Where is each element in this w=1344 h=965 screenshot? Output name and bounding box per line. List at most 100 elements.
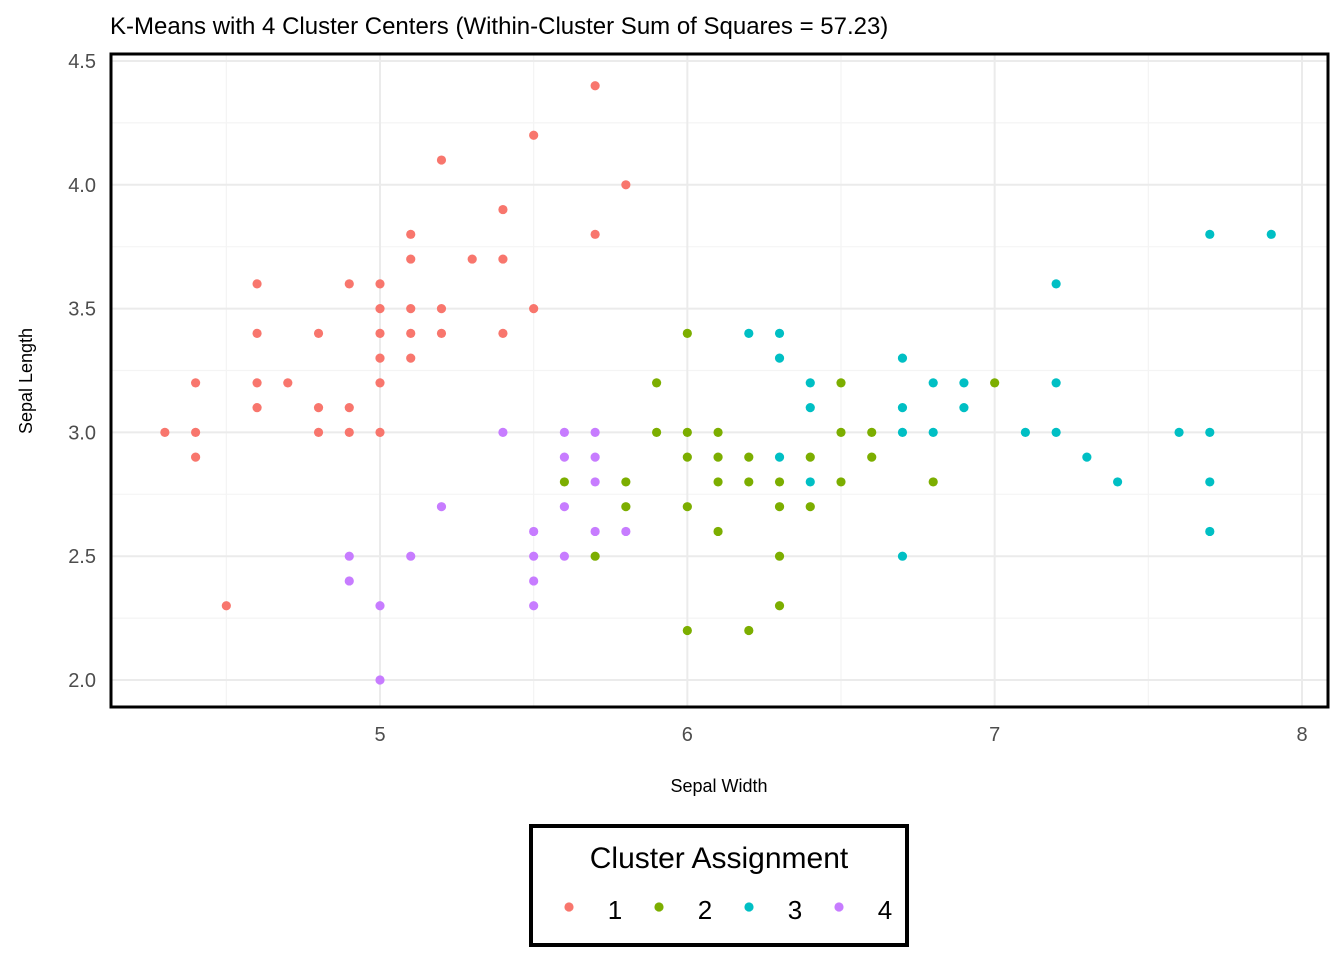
data-point-cluster-1 [375,353,385,363]
data-point-cluster-1 [160,427,170,437]
data-point-cluster-4 [436,502,447,512]
data-point-cluster-2 [713,477,723,487]
data-point-cluster-2 [713,526,723,537]
x-tick-label: 5 [374,724,385,746]
legend-key-cluster-4 [834,902,844,912]
data-point-cluster-1 [252,403,262,413]
data-point-cluster-3 [1205,477,1215,487]
legend-title: Cluster Assignment [590,842,849,875]
data-point-cluster-4 [559,502,570,512]
data-point-cluster-2 [836,427,846,437]
data-point-cluster-2 [744,625,754,636]
data-point-cluster-3 [1205,427,1215,437]
data-point-cluster-2 [744,477,754,487]
data-point-cluster-4 [590,477,600,487]
series-cluster-2 [559,328,1000,636]
data-point-cluster-3 [928,378,938,388]
data-point-cluster-3 [1205,526,1215,537]
y-tick-label: 4.0 [68,175,96,197]
data-point-cluster-4 [590,427,600,437]
data-point-cluster-3 [1113,477,1123,487]
data-point-cluster-2 [867,452,877,462]
data-point-cluster-4 [344,576,354,586]
data-point-cluster-1 [191,452,201,462]
data-point-cluster-1 [344,403,354,413]
legend-label-cluster-3: 3 [788,895,802,925]
data-point-cluster-2 [805,452,815,462]
plot-panel-border [109,52,1330,709]
data-point-cluster-4 [498,427,508,437]
data-point-cluster-1 [375,279,385,289]
series-cluster-4 [344,427,631,685]
data-point-cluster-4 [590,526,600,537]
data-point-cluster-1 [436,155,447,165]
data-point-cluster-2 [682,328,692,338]
data-point-cluster-3 [774,328,785,338]
x-tick-label: 6 [682,724,693,746]
data-point-cluster-1 [436,304,447,314]
series-cluster-3 [744,229,1276,561]
data-point-cluster-3 [1020,427,1030,437]
data-point-cluster-2 [774,477,785,487]
data-point-cluster-2 [682,452,692,462]
data-point-cluster-2 [682,427,692,437]
x-tick-label: 8 [1296,724,1307,746]
data-point-cluster-1 [529,304,539,314]
data-point-cluster-3 [774,353,785,363]
chart-title: K-Means with 4 Cluster Centers (Within-C… [110,13,888,40]
data-point-cluster-4 [529,601,539,611]
data-point-cluster-2 [867,427,877,437]
data-point-cluster-1 [406,328,416,338]
data-point-cluster-1 [406,254,416,264]
data-point-cluster-1 [313,403,324,413]
data-point-cluster-1 [375,304,385,314]
data-point-cluster-1 [313,328,324,338]
data-point-cluster-4 [375,675,385,685]
data-point-cluster-2 [836,378,846,388]
data-point-cluster-3 [1082,452,1092,462]
data-point-cluster-2 [621,502,631,512]
legend: Cluster Assignment 1 2 3 4 [529,824,909,947]
data-point-cluster-1 [283,378,293,388]
data-point-cluster-2 [744,452,754,462]
data-point-cluster-4 [559,427,570,437]
x-axis-title: Sepal Width [670,776,767,796]
data-point-cluster-4 [529,576,539,586]
data-point-cluster-4 [406,551,416,561]
axis-layer: 5 6 7 8 2.0 2.5 3.0 3.5 4.0 4.5 [68,51,1307,746]
data-point-cluster-4 [559,452,570,462]
data-point-cluster-1 [436,328,447,338]
data-point-cluster-1 [498,254,508,264]
legend-key-cluster-2 [654,902,664,912]
data-point-cluster-3 [897,551,908,561]
data-point-cluster-3 [959,378,969,388]
data-point-cluster-1 [191,378,201,388]
y-tick-label: 3.5 [68,299,96,321]
data-point-cluster-2 [990,378,1000,388]
data-point-cluster-3 [805,403,815,413]
data-point-cluster-1 [344,279,354,289]
data-point-cluster-1 [252,378,262,388]
data-point-cluster-1 [406,353,416,363]
data-point-cluster-4 [344,551,354,561]
data-point-cluster-3 [897,403,908,413]
data-point-cluster-1 [621,180,631,190]
data-point-cluster-3 [928,427,938,437]
data-point-cluster-2 [928,477,938,487]
data-point-cluster-1 [590,229,600,239]
data-point-cluster-1 [406,229,416,239]
data-point-cluster-1 [252,328,262,338]
data-point-cluster-2 [836,477,846,487]
data-point-cluster-3 [774,452,785,462]
data-point-cluster-1 [529,130,539,140]
y-axis-title: Sepal Length [16,328,36,434]
data-point-cluster-2 [590,551,600,561]
legend-key-cluster-3 [744,902,754,912]
data-point-cluster-3 [959,403,969,413]
data-point-cluster-2 [682,625,692,636]
y-tick-label: 3.0 [68,422,96,444]
data-point-cluster-3 [897,353,908,363]
data-point-cluster-1 [375,378,385,388]
data-point-cluster-3 [1051,378,1061,388]
data-point-cluster-4 [590,452,600,462]
